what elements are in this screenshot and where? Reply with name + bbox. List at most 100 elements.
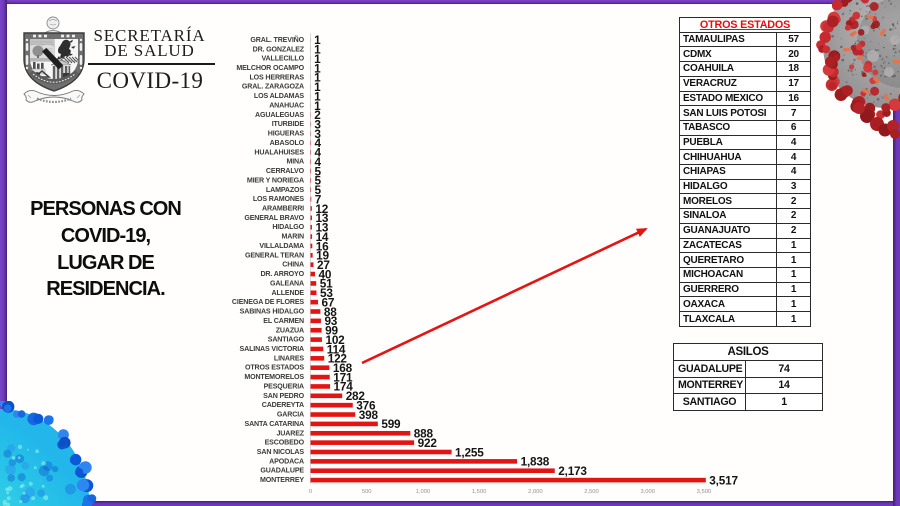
svg-text:1: 1 bbox=[314, 43, 321, 57]
svg-text:AGUALEGUAS: AGUALEGUAS bbox=[255, 111, 304, 119]
svg-text:HIDALGO: HIDALGO bbox=[272, 223, 304, 231]
svg-text:1: 1 bbox=[314, 33, 321, 47]
svg-text:1: 1 bbox=[314, 71, 321, 85]
svg-text:13: 13 bbox=[315, 221, 328, 235]
svg-text:JUAREZ: JUAREZ bbox=[277, 429, 305, 437]
svg-text:3: 3 bbox=[314, 117, 321, 131]
svg-text:40: 40 bbox=[319, 267, 332, 281]
svg-text:376: 376 bbox=[356, 398, 376, 412]
svg-text:13: 13 bbox=[315, 211, 328, 225]
svg-text:SANTIAGO: SANTIAGO bbox=[268, 336, 305, 344]
svg-text:53: 53 bbox=[320, 286, 333, 300]
svg-text:MIER Y NORIEGA: MIER Y NORIEGA bbox=[247, 176, 304, 184]
svg-text:DR. GONZALEZ: DR. GONZALEZ bbox=[253, 45, 305, 53]
svg-text:12: 12 bbox=[315, 202, 328, 216]
svg-text:VILLALDAMA: VILLALDAMA bbox=[259, 242, 304, 250]
svg-text:171: 171 bbox=[333, 370, 353, 384]
svg-text:HIGUERAS: HIGUERAS bbox=[268, 130, 305, 138]
svg-text:LAMPAZOS: LAMPAZOS bbox=[266, 186, 304, 194]
svg-text:0: 0 bbox=[309, 489, 312, 495]
svg-text:174: 174 bbox=[334, 380, 354, 394]
svg-text:ITURBIDE: ITURBIDE bbox=[272, 120, 305, 128]
svg-text:LOS ALDAMAS: LOS ALDAMAS bbox=[254, 92, 305, 100]
svg-text:GARCIA: GARCIA bbox=[277, 411, 304, 419]
svg-text:16: 16 bbox=[316, 239, 329, 253]
svg-text:14: 14 bbox=[316, 230, 329, 244]
svg-text:93: 93 bbox=[324, 314, 337, 328]
svg-text:PESQUERIA: PESQUERIA bbox=[264, 382, 304, 390]
svg-text:OTROS ESTADOS: OTROS ESTADOS bbox=[245, 364, 304, 372]
svg-text:HUALAHUISES: HUALAHUISES bbox=[254, 148, 304, 156]
svg-text:1: 1 bbox=[314, 61, 321, 75]
svg-text:2,500: 2,500 bbox=[584, 489, 599, 495]
svg-text:CIENEGA DE FLORES: CIENEGA DE FLORES bbox=[232, 298, 304, 306]
svg-text:GALEANA: GALEANA bbox=[270, 279, 304, 287]
svg-text:1,255: 1,255 bbox=[455, 445, 484, 459]
svg-text:88: 88 bbox=[324, 305, 337, 319]
svg-text:SANTA CATARINA: SANTA CATARINA bbox=[244, 420, 304, 428]
svg-text:GENERAL BRAVO: GENERAL BRAVO bbox=[244, 214, 304, 222]
svg-text:CADEREYTA: CADEREYTA bbox=[262, 401, 304, 409]
svg-text:2,000: 2,000 bbox=[528, 489, 543, 495]
svg-text:27: 27 bbox=[317, 258, 330, 272]
svg-text:MONTEMORELOS: MONTEMORELOS bbox=[244, 373, 304, 381]
svg-text:2: 2 bbox=[314, 108, 321, 122]
svg-text:ALLENDE: ALLENDE bbox=[272, 289, 305, 297]
svg-text:CHINA: CHINA bbox=[282, 261, 304, 269]
svg-text:1: 1 bbox=[314, 52, 321, 66]
svg-text:67: 67 bbox=[322, 295, 335, 309]
svg-text:4: 4 bbox=[314, 146, 321, 160]
svg-text:3,000: 3,000 bbox=[640, 489, 655, 495]
svg-text:ARAMBERRI: ARAMBERRI bbox=[262, 204, 304, 212]
svg-text:GENERAL TERAN: GENERAL TERAN bbox=[245, 251, 304, 259]
svg-text:500: 500 bbox=[362, 489, 372, 495]
svg-text:4: 4 bbox=[314, 136, 321, 150]
svg-text:2,173: 2,173 bbox=[558, 464, 587, 478]
svg-text:168: 168 bbox=[333, 361, 353, 375]
svg-text:1,500: 1,500 bbox=[472, 489, 487, 495]
svg-text:3: 3 bbox=[314, 127, 321, 141]
svg-text:ANAHUAC: ANAHUAC bbox=[269, 101, 304, 109]
svg-text:VALLECILLO: VALLECILLO bbox=[261, 55, 304, 63]
svg-text:3,500: 3,500 bbox=[697, 489, 712, 495]
svg-text:MARIN: MARIN bbox=[282, 233, 305, 241]
svg-text:99: 99 bbox=[325, 324, 338, 338]
svg-text:5: 5 bbox=[315, 183, 322, 197]
svg-text:CERRALVO: CERRALVO bbox=[266, 167, 305, 175]
svg-text:922: 922 bbox=[418, 436, 438, 450]
svg-text:1: 1 bbox=[314, 89, 321, 103]
svg-text:SAN PEDRO: SAN PEDRO bbox=[263, 392, 304, 400]
svg-text:7: 7 bbox=[315, 192, 322, 206]
svg-text:5: 5 bbox=[315, 174, 322, 188]
svg-text:GUADALUPE: GUADALUPE bbox=[260, 467, 304, 475]
svg-text:282: 282 bbox=[346, 389, 366, 403]
svg-text:SAN NICOLAS: SAN NICOLAS bbox=[257, 448, 305, 456]
svg-text:51: 51 bbox=[320, 277, 333, 291]
svg-text:3,517: 3,517 bbox=[709, 473, 738, 487]
svg-text:MINA: MINA bbox=[286, 158, 304, 166]
svg-text:ESCOBEDO: ESCOBEDO bbox=[265, 439, 305, 447]
svg-text:ZUAZUA: ZUAZUA bbox=[276, 326, 304, 334]
svg-text:ABASOLO: ABASOLO bbox=[270, 139, 305, 147]
svg-text:4: 4 bbox=[314, 155, 321, 169]
svg-text:APODACA: APODACA bbox=[269, 457, 304, 465]
svg-text:398: 398 bbox=[359, 408, 379, 422]
svg-text:599: 599 bbox=[381, 417, 401, 431]
svg-text:1: 1 bbox=[314, 99, 321, 113]
svg-text:1,000: 1,000 bbox=[416, 489, 431, 495]
svg-text:LOS HERRERAS: LOS HERRERAS bbox=[249, 73, 304, 81]
svg-text:122: 122 bbox=[328, 352, 348, 366]
svg-text:888: 888 bbox=[414, 427, 434, 441]
svg-text:GRAL. ZARAGOZA: GRAL. ZARAGOZA bbox=[242, 83, 304, 91]
svg-text:MONTERREY: MONTERREY bbox=[260, 476, 304, 484]
svg-text:19: 19 bbox=[316, 249, 329, 263]
svg-text:LOS RAMONES: LOS RAMONES bbox=[253, 195, 305, 203]
svg-text:EL CARMEN: EL CARMEN bbox=[263, 317, 304, 325]
svg-text:1: 1 bbox=[314, 80, 321, 94]
svg-text:102: 102 bbox=[325, 333, 345, 347]
svg-text:SALINAS VICTORIA: SALINAS VICTORIA bbox=[240, 345, 304, 353]
svg-text:1,838: 1,838 bbox=[521, 455, 550, 469]
svg-text:MELCHOR OCAMPO: MELCHOR OCAMPO bbox=[236, 64, 304, 72]
svg-text:GRAL. TREVIÑO: GRAL. TREVIÑO bbox=[250, 35, 304, 44]
svg-text:114: 114 bbox=[327, 342, 346, 356]
